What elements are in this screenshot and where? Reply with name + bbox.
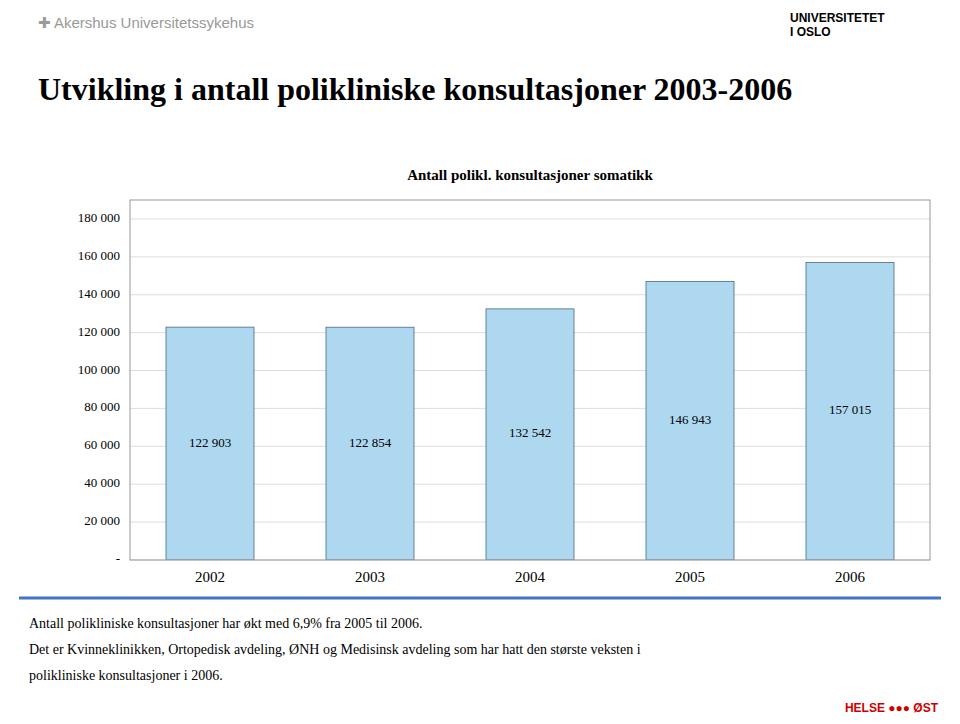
y-tick-label: 140 000 [78,286,120,301]
header-university: UNIVERSITETETI OSLO [790,11,885,39]
y-tick-label: 80 000 [84,399,120,414]
x-tick-label: 2004 [515,569,546,585]
y-tick-label: 20 000 [84,513,120,528]
y-tick-label: 40 000 [84,475,120,490]
y-tick-label: 100 000 [78,362,120,377]
logo-text: HELSE ●●● ØST [845,701,939,715]
grid [130,219,930,560]
x-tick-label: 2003 [355,569,385,585]
y-tick-label: - [116,551,120,566]
chart-subtitle: Antall polikl. konsultasjoner somatikk [407,167,653,183]
bar [166,327,254,560]
data-label: 122 854 [349,435,392,450]
bar [326,327,414,560]
y-tick-label: 180 000 [78,210,120,225]
footer-text: Det er Kvinneklinikken, Ortopedisk avdel… [29,642,641,657]
plot-frame [130,200,930,560]
x-tick-label: 2002 [195,569,225,585]
y-tick-label: 60 000 [84,437,120,452]
data-label: 122 903 [189,435,231,450]
data-label: 132 542 [509,425,551,440]
bars [166,262,894,560]
page: ✚ Akershus Universitetssykehus UNIVERSITE… [0,0,960,724]
x-tick-label: 2005 [675,569,705,585]
title: Utvikling i antall polikliniske konsulta… [38,71,792,107]
grid-line [130,256,930,257]
bar [806,262,894,560]
x-tick-label: 2006 [835,569,866,585]
data-label: 146 943 [669,412,711,427]
bar [646,282,734,560]
header-hospital: ✚ Akershus Universitetssykehus [38,14,254,31]
data-label: 157 015 [829,402,871,417]
y-tick-label: 160 000 [78,248,120,263]
y-tick-label: 120 000 [78,324,120,339]
grid-line [130,218,930,219]
footer-text: Antall polikliniske konsultasjoner har ø… [29,616,423,631]
footer-text: polikliniske konsultasjoner i 2006. [29,668,223,683]
bar [486,309,574,560]
footer-separator [19,597,941,600]
